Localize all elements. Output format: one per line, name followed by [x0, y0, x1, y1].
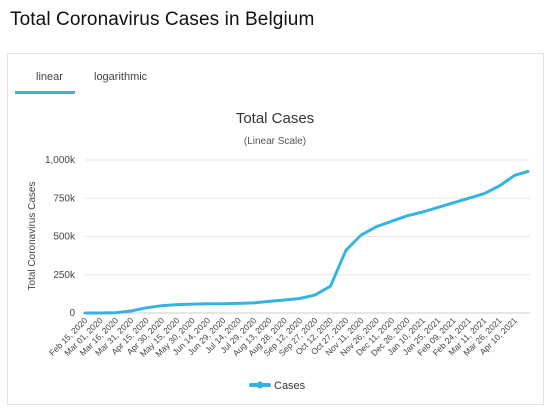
chart-title: Total Cases	[236, 110, 314, 127]
chart-subtitle: (Linear Scale)	[244, 136, 306, 147]
y-tick-label: 250k	[53, 270, 76, 281]
active-tab-indicator	[15, 91, 75, 94]
scale-tabs: linear logarithmic	[8, 54, 543, 94]
legend-swatch-marker	[256, 381, 264, 389]
legend[interactable]: Cases	[249, 380, 306, 392]
legend-label-cases: Cases	[274, 380, 306, 392]
y-tick-label: 750k	[53, 193, 76, 204]
grid-layer	[85, 159, 530, 314]
y-tick-label: 0	[69, 308, 75, 319]
y-tick-label: 1,000k	[45, 155, 76, 166]
y-tick-label: 500k	[53, 232, 76, 243]
series-layer	[83, 170, 530, 315]
y-tick-labels: 0 250k 500k 750k 1,000k	[45, 155, 76, 319]
chart-panel: linear logarithmic	[7, 53, 544, 405]
tab-linear[interactable]: linear	[36, 71, 63, 83]
tab-logarithmic[interactable]: logarithmic	[94, 71, 148, 83]
series-line-cases	[83, 170, 530, 315]
page-title: Total Coronavirus Cases in Belgium	[10, 9, 315, 30]
y-axis-label: Total Coronavirus Cases	[27, 182, 38, 291]
